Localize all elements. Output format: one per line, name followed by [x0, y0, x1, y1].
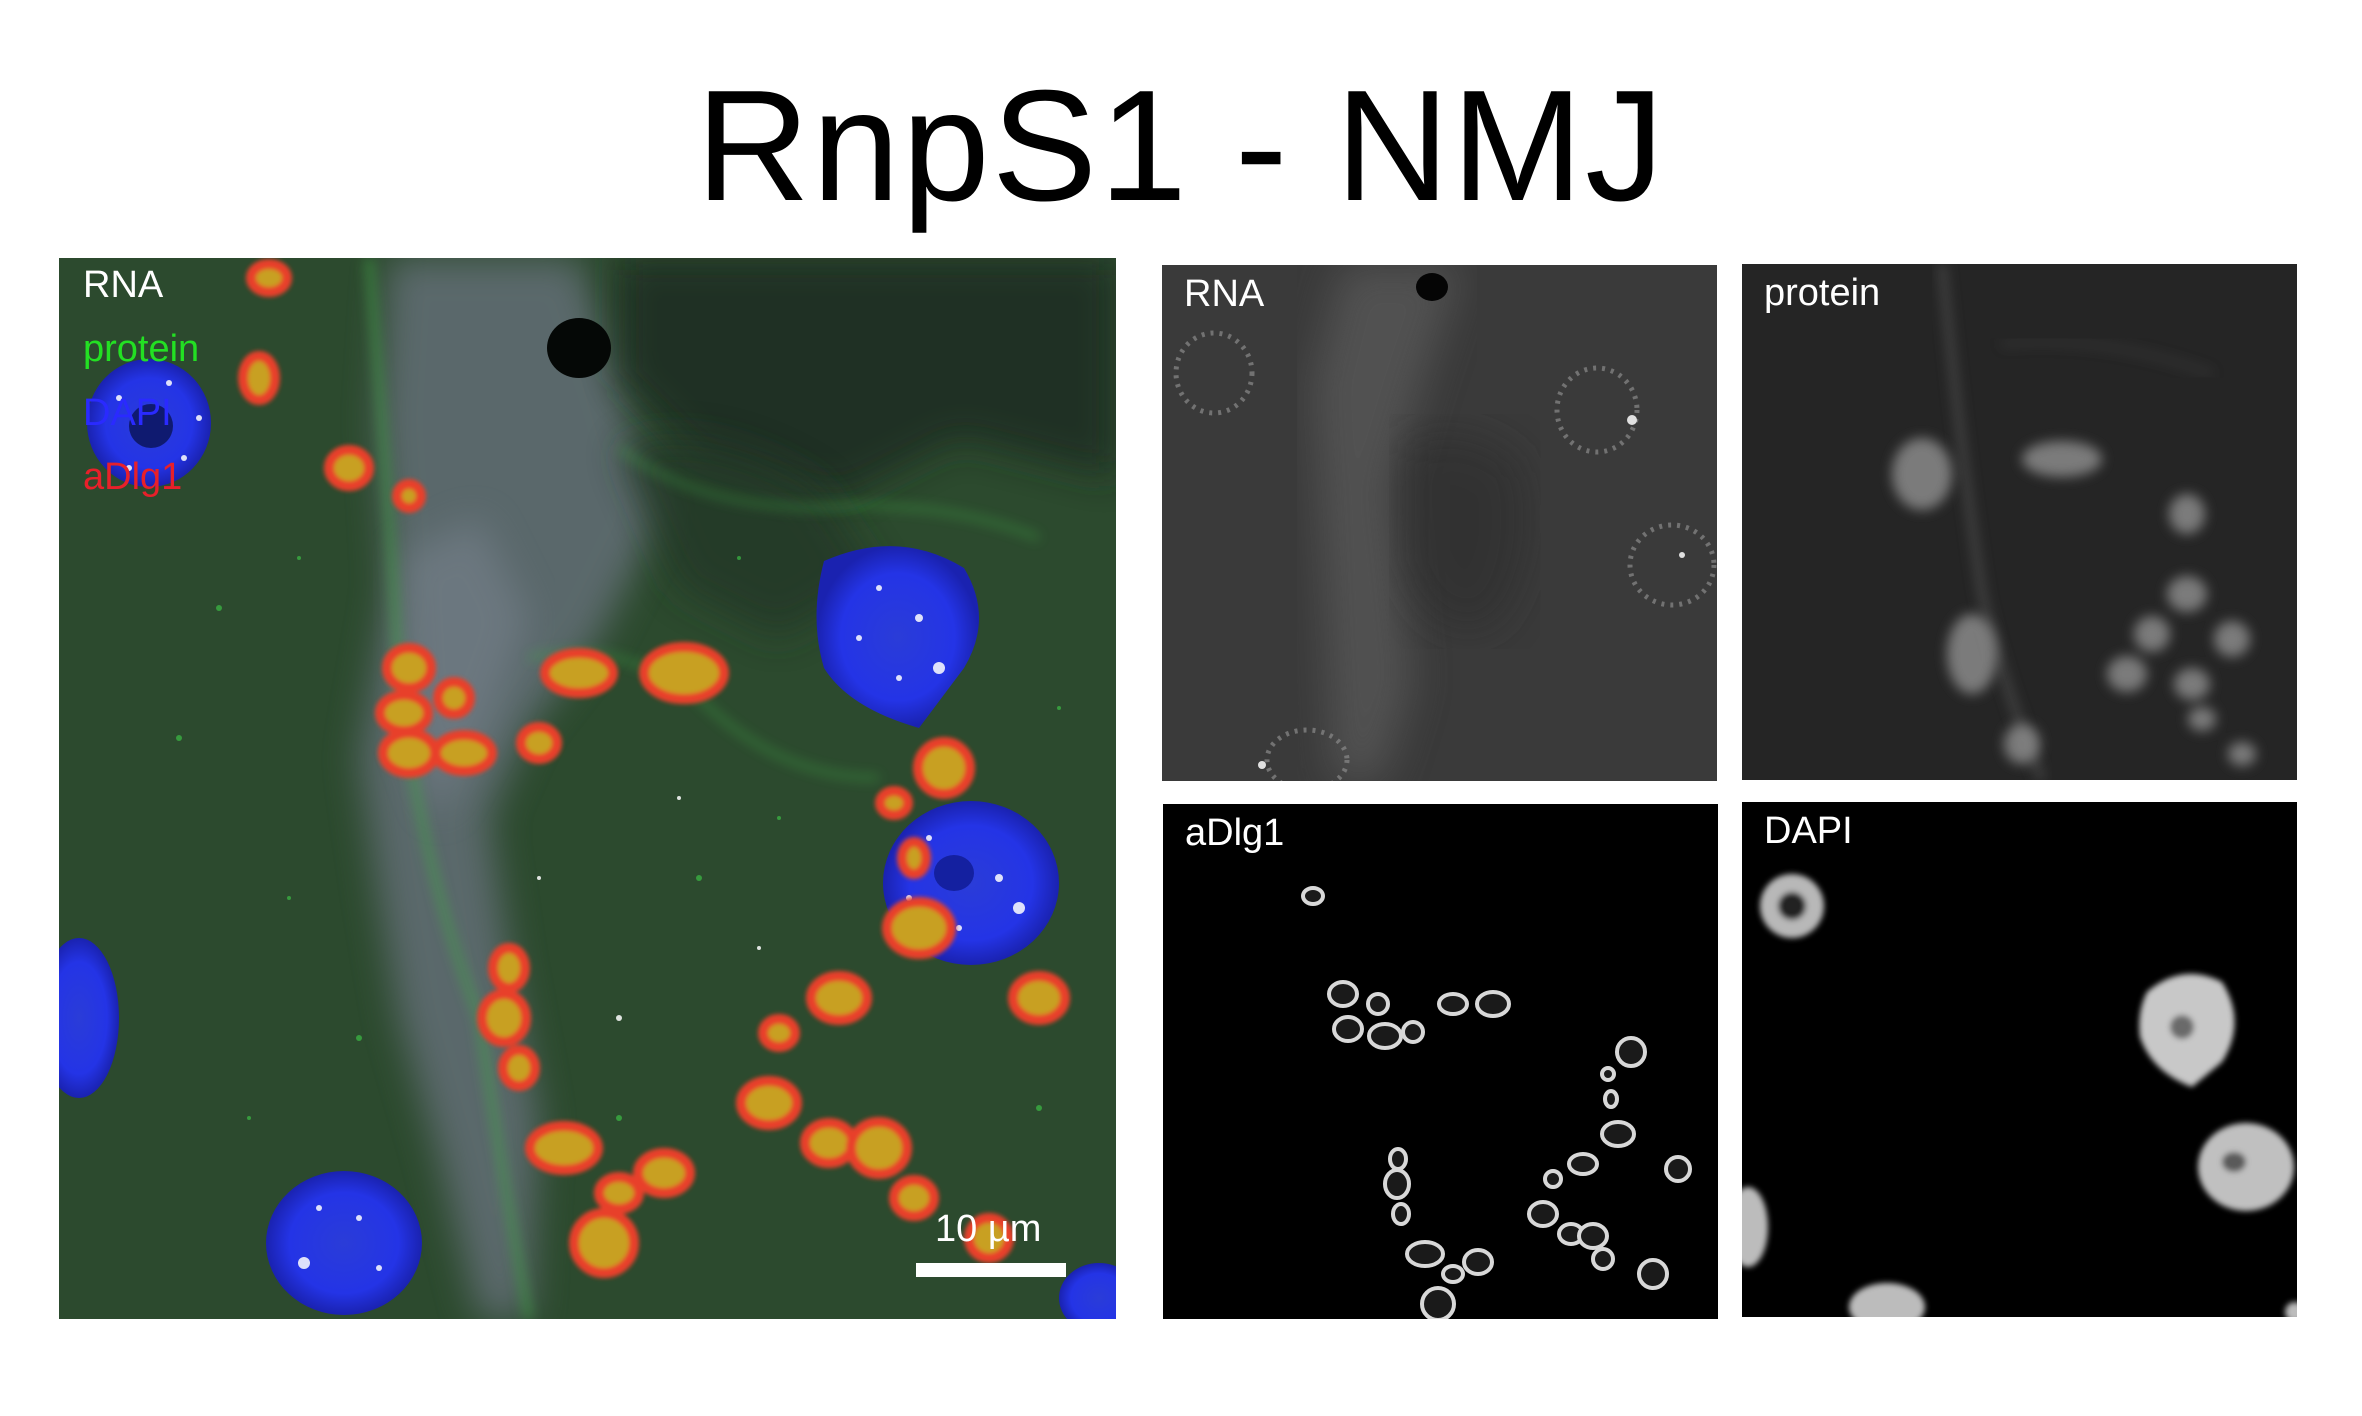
legend-dapi: DAPI: [83, 392, 172, 434]
adlg1-panel-label: aDlg1: [1185, 812, 1285, 854]
merged-micrograph: RNA protein DAPI aDlg1 10 µm: [59, 258, 1116, 1319]
protein-panel-label: protein: [1764, 272, 1881, 314]
legend-rna: RNA: [83, 264, 164, 306]
scale-bar: [916, 1263, 1066, 1277]
dapi-channel-image: [1742, 802, 2297, 1317]
rna-channel-panel: RNA: [1162, 265, 1717, 781]
dapi-channel-panel: DAPI: [1742, 802, 2297, 1317]
protein-channel-panel: protein: [1742, 264, 2297, 780]
figure-title: RnpS1 - NMJ: [695, 58, 1667, 234]
adlg1-channel-panel: aDlg1: [1163, 804, 1718, 1319]
legend-protein: protein: [83, 328, 200, 370]
dapi-panel-label: DAPI: [1764, 810, 1853, 852]
merged-image: [59, 258, 1116, 1319]
protein-channel-image: [1742, 264, 2297, 780]
adlg1-channel-image: [1163, 804, 1718, 1319]
rna-panel-label: RNA: [1184, 273, 1265, 315]
rna-channel-image: [1162, 265, 1717, 781]
legend-adlg1: aDlg1: [83, 456, 183, 498]
scale-bar-label: 10 µm: [935, 1208, 1042, 1250]
